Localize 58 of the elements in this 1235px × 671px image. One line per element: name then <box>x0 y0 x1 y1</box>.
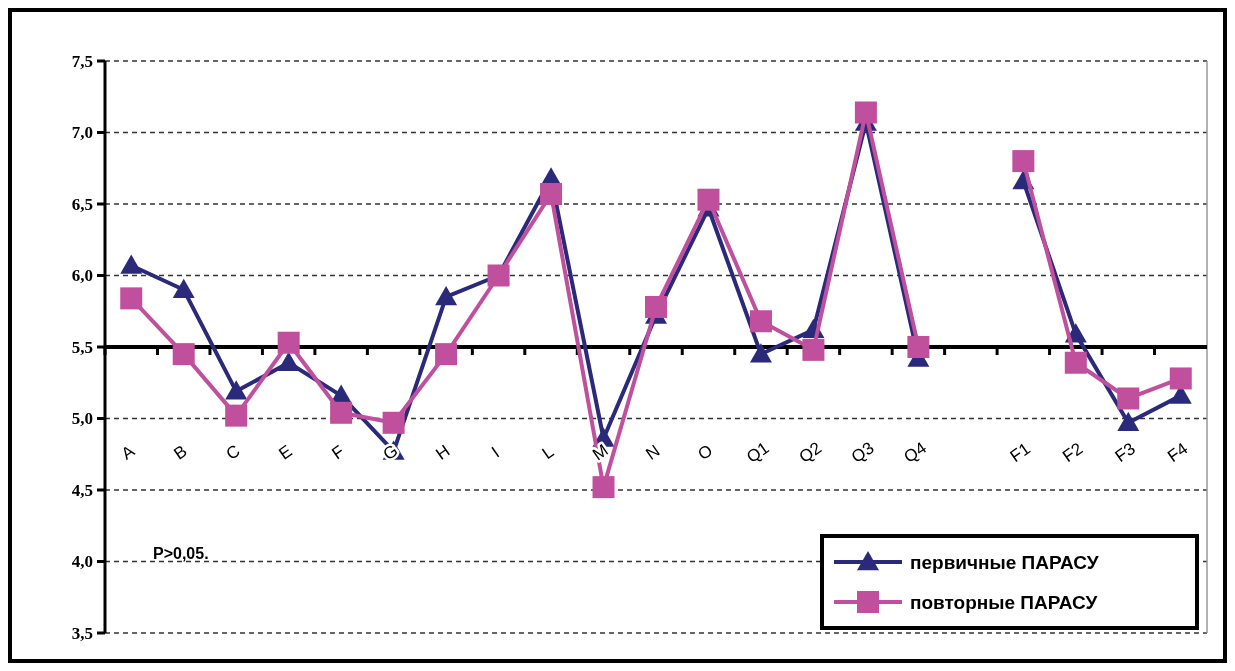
x-tick-label: Q3 <box>848 438 878 467</box>
point <box>802 338 825 361</box>
y-tick-label: 7,0 <box>71 123 93 143</box>
x-tick-label: C <box>222 441 244 464</box>
y-tick-label: 7,5 <box>71 51 93 71</box>
x-tick-label: Q2 <box>795 438 826 467</box>
point <box>172 343 195 366</box>
point <box>225 404 248 427</box>
point <box>435 343 458 366</box>
x-tick-label: H <box>432 441 454 464</box>
x-tick-label: F <box>328 441 348 464</box>
point <box>277 351 300 371</box>
x-tick-label: L <box>538 442 558 463</box>
point <box>749 310 772 333</box>
x-tick-label: F1 <box>1006 439 1034 466</box>
y-tick-label: 5,5 <box>71 337 93 357</box>
x-tick-label: O <box>694 440 717 465</box>
y-tick-label: 3,5 <box>71 623 93 643</box>
point <box>172 278 195 299</box>
point <box>1169 367 1192 390</box>
legend-label: первичные ПАРАСУ <box>910 551 1099 573</box>
x-tick-label: F2 <box>1059 439 1087 466</box>
x-tick-label: Q1 <box>743 438 773 467</box>
x-tick-label: I <box>488 443 503 462</box>
point <box>907 336 930 358</box>
x-tick-label: E <box>275 441 296 464</box>
legend-label: повторные ПАРАСУ <box>910 591 1098 613</box>
x-tick-label: N <box>642 441 664 464</box>
point <box>382 411 405 434</box>
point <box>1117 387 1140 410</box>
y-tick-label: 5,0 <box>71 409 93 429</box>
x-tick-label: Q4 <box>900 438 930 467</box>
x-tick-label: G <box>379 440 402 465</box>
point <box>749 343 772 363</box>
point <box>592 476 615 499</box>
point <box>330 401 353 424</box>
y-tick-label: 6,5 <box>71 194 93 214</box>
point <box>697 188 720 211</box>
x-tick-label: M <box>589 440 612 465</box>
annotation: P>0,05. <box>153 544 209 562</box>
y-tick-label: 4,5 <box>71 480 93 500</box>
point <box>1117 411 1140 432</box>
point <box>435 285 458 306</box>
point <box>120 287 143 310</box>
point <box>645 295 667 318</box>
point <box>1064 351 1087 374</box>
point <box>120 254 143 274</box>
x-tick-label: A <box>117 441 139 464</box>
point <box>225 380 248 400</box>
point <box>1012 150 1035 173</box>
x-tick-label: B <box>170 441 191 464</box>
x-tick-label: F4 <box>1164 439 1192 466</box>
point <box>854 101 877 124</box>
y-tick-label: 6,0 <box>71 266 93 286</box>
point <box>277 331 300 354</box>
y-tick-label: 4,0 <box>71 552 93 572</box>
point <box>540 182 563 205</box>
x-tick-label: F3 <box>1111 439 1139 466</box>
